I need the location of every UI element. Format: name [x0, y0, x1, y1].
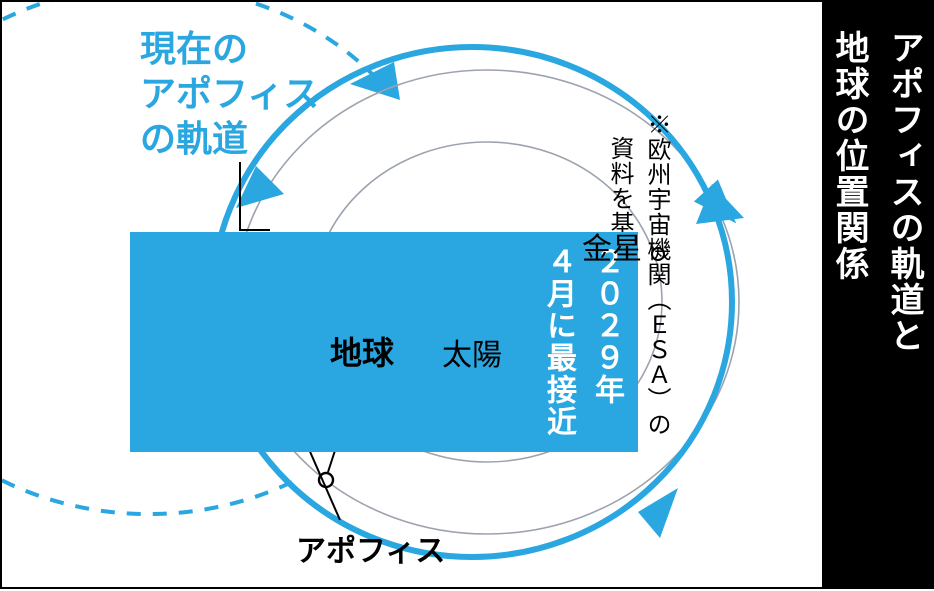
apophis-name-label: アポフィス — [296, 526, 445, 570]
callout-line2: ４月に最接近 — [536, 246, 580, 438]
credit-prefix: ※ — [643, 112, 670, 137]
title-band: アポフィスの軌道と 地球の位置関係 — [822, 2, 932, 587]
sun-label: 太陽 — [442, 330, 502, 374]
diagram-frame: 現在の アポフィス の軌道 ※欧州宇宙機関（ＥＳＡ）の 資料を基に作成 ２０２９… — [0, 0, 934, 589]
title-line2: 地球の位置関係 — [825, 30, 874, 282]
venus-label: 金星 — [582, 224, 642, 268]
callout-line1: ２０２９年 — [584, 246, 628, 438]
apophis-orbit-label-line2: アポフィス — [140, 71, 319, 116]
credit-text1: 欧州宇宙機関（ＥＳＡ）の — [643, 137, 670, 437]
apophis-orbit-label-line1: 現在の — [140, 26, 319, 71]
title-line1: アポフィスの軌道と — [880, 30, 929, 354]
earth-label: 地球 — [330, 328, 394, 374]
credit-line1: ※欧州宇宙機関（ＥＳＡ）の — [639, 112, 674, 437]
